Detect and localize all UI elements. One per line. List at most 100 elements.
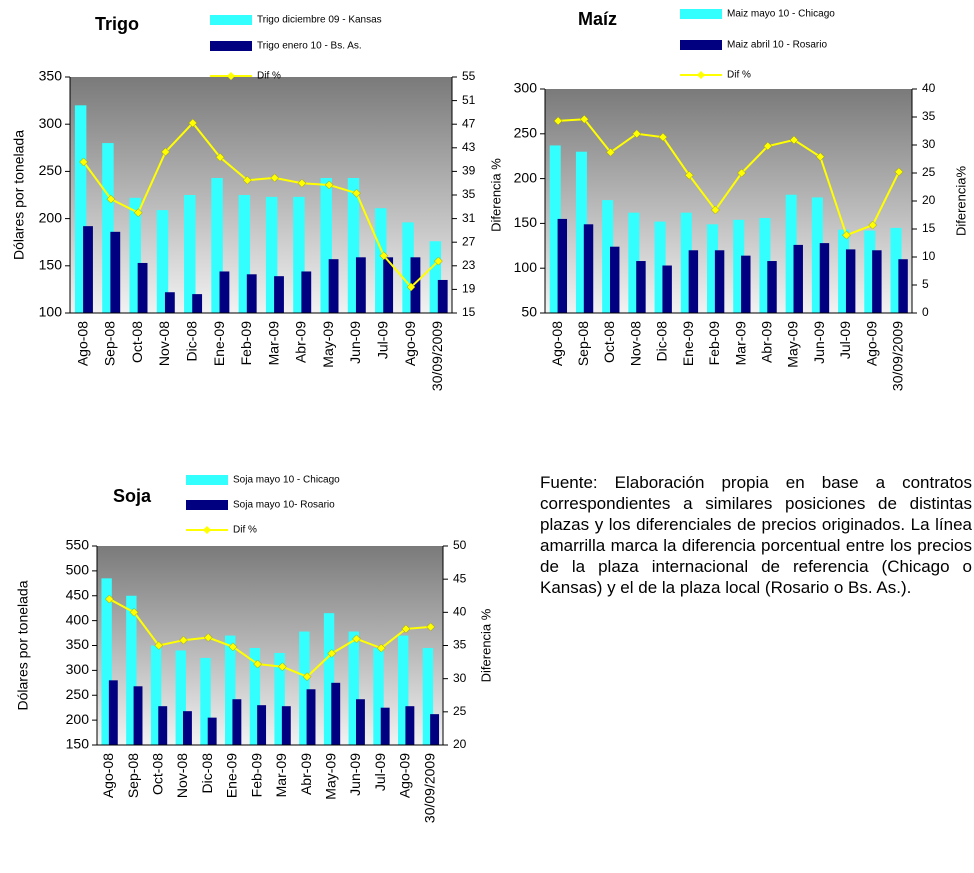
y-tick-label: 350 xyxy=(39,68,63,84)
bar xyxy=(257,705,267,745)
x-tick-label: Oct-08 xyxy=(149,753,165,795)
diff-marker xyxy=(842,230,851,240)
x-tick-label: Dic-08 xyxy=(654,321,670,362)
bar xyxy=(819,243,830,313)
x-tick-label: Dic-08 xyxy=(199,753,215,794)
bar xyxy=(299,631,310,745)
diff-marker xyxy=(129,607,139,617)
diff-marker xyxy=(179,635,188,645)
bar xyxy=(150,645,162,745)
legend-label: Trigo enero 10 - Bs. As. xyxy=(257,41,362,52)
bar xyxy=(628,212,640,313)
legend-swatch xyxy=(186,475,228,485)
diff-marker xyxy=(297,178,307,188)
diff-marker xyxy=(106,194,116,204)
diff-marker xyxy=(434,256,443,266)
y2-tick-label: 27 xyxy=(462,234,476,248)
y2-tick-label: 35 xyxy=(922,109,936,123)
bar xyxy=(356,699,365,745)
x-tick-label: Ago-08 xyxy=(549,321,565,366)
y-tick-label: 200 xyxy=(39,209,63,225)
bar xyxy=(156,210,169,313)
y2-tick-label: 30 xyxy=(453,671,467,685)
bar xyxy=(232,699,242,745)
bar xyxy=(557,218,568,313)
bar xyxy=(274,652,285,745)
bar xyxy=(323,613,335,745)
y2-axis-label: Diferencia % xyxy=(488,158,503,232)
y2-tick-label: 19 xyxy=(462,282,476,296)
diff-marker xyxy=(228,642,238,652)
x-tick-label: Mar-09 xyxy=(273,753,289,798)
legend-label: Dif % xyxy=(257,71,281,82)
diff-line xyxy=(108,598,431,678)
bar xyxy=(320,178,332,313)
bar xyxy=(838,229,850,313)
bar xyxy=(714,250,725,313)
diff-marker xyxy=(658,132,668,142)
x-tick-label: 30/09/2009 xyxy=(421,753,437,823)
y2-axis-label: Diferencia % xyxy=(478,608,493,682)
diff-marker xyxy=(868,220,878,230)
bar xyxy=(845,249,856,313)
bar xyxy=(549,145,561,313)
diff-marker xyxy=(188,118,198,128)
bar xyxy=(246,274,257,313)
x-tick-label: Dic-08 xyxy=(183,321,199,362)
bar xyxy=(575,151,587,313)
bar xyxy=(767,261,777,313)
bar xyxy=(680,212,692,313)
y2-tick-label: 45 xyxy=(453,571,467,585)
bar xyxy=(373,647,384,745)
bar xyxy=(158,706,168,745)
y2-tick-label: 40 xyxy=(922,81,936,95)
diff-marker xyxy=(711,205,720,215)
bar xyxy=(274,276,284,313)
y2-tick-label: 25 xyxy=(453,704,467,718)
x-tick-label: May-09 xyxy=(785,321,801,368)
bar xyxy=(249,647,261,745)
bar xyxy=(281,706,291,745)
x-tick-label: Jul-09 xyxy=(372,753,388,791)
bar xyxy=(306,689,316,745)
bar xyxy=(164,292,175,313)
diff-marker xyxy=(406,282,416,292)
x-tick-label: Oct-08 xyxy=(601,321,617,363)
y2-tick-label: 15 xyxy=(922,221,936,235)
y-tick-label: 400 xyxy=(66,611,90,627)
bar xyxy=(108,680,118,745)
x-tick-label: Jul-09 xyxy=(374,321,390,359)
legend-label: Trigo diciembre 09 - Kansas xyxy=(257,15,382,26)
y-tick-label: 300 xyxy=(514,80,538,96)
y-tick-label: 500 xyxy=(66,562,90,578)
bar xyxy=(429,241,442,313)
x-tick-label: Ene-09 xyxy=(224,753,240,798)
y2-tick-label: 43 xyxy=(462,140,476,154)
diff-marker xyxy=(105,594,114,604)
y-axis-label: Dólares por tonelada xyxy=(15,580,31,710)
chart-title: Trigo xyxy=(95,14,139,34)
bar xyxy=(219,271,230,313)
diff-marker xyxy=(379,251,389,261)
legend-swatch xyxy=(680,9,722,19)
x-tick-label: Ago-08 xyxy=(74,321,90,366)
x-tick-label: Ago-09 xyxy=(397,753,413,798)
bar xyxy=(347,178,360,313)
legend-label: Soja mayo 10- Rosario xyxy=(233,500,335,511)
bar xyxy=(83,226,93,313)
plot-area xyxy=(545,89,912,313)
bar xyxy=(402,222,414,313)
diff-marker xyxy=(684,170,694,180)
diff-marker xyxy=(401,624,411,634)
y2-tick-label: 23 xyxy=(462,258,476,272)
y2-tick-label: 35 xyxy=(462,187,476,201)
diff-marker xyxy=(352,188,361,198)
bar xyxy=(890,227,902,313)
diff-marker xyxy=(553,116,563,126)
y-tick-label: 250 xyxy=(66,686,90,702)
bar xyxy=(398,635,409,745)
bar xyxy=(238,195,251,313)
bar xyxy=(137,262,148,313)
